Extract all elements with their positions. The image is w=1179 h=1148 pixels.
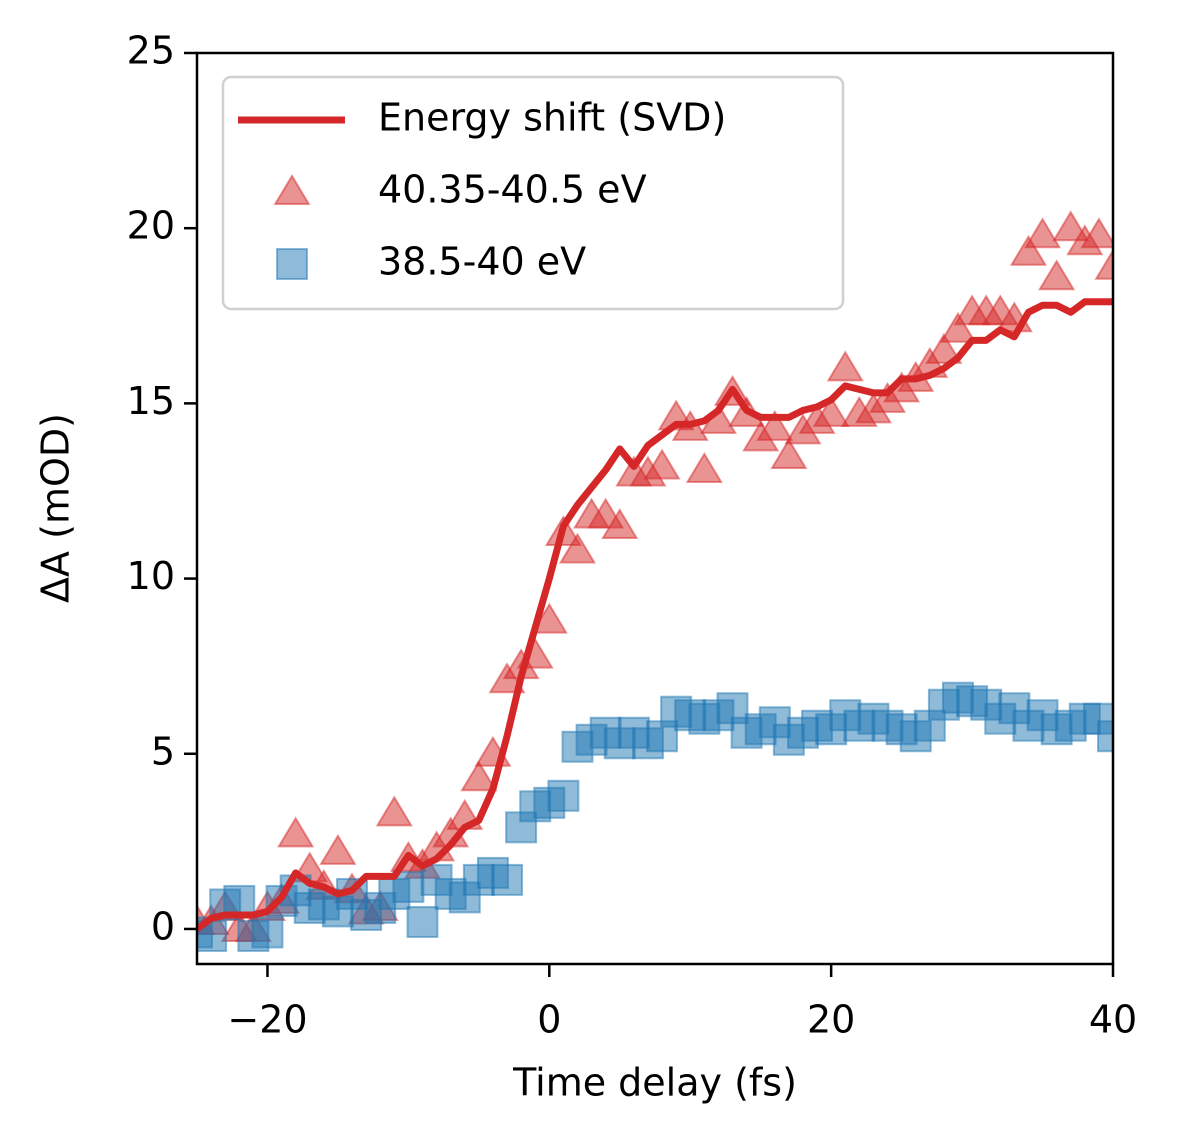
legend-label: Energy shift (SVD) xyxy=(378,96,726,140)
legend-label: 38.5-40 eV xyxy=(378,240,586,284)
x-tick-label: 0 xyxy=(537,998,561,1042)
triangle-marker xyxy=(925,332,963,364)
square-marker xyxy=(491,863,524,896)
y-tick-label: 25 xyxy=(127,29,175,73)
y-tick-label: 0 xyxy=(151,904,175,948)
triangle-marker xyxy=(1080,217,1113,249)
triangle-marker xyxy=(1052,210,1090,242)
triangle-marker xyxy=(1094,248,1113,280)
triangle-marker xyxy=(558,532,597,564)
x-axis-label: Time delay (fs) xyxy=(512,1061,797,1105)
legend-marker xyxy=(276,248,308,280)
series-line xyxy=(197,298,1113,932)
triangle-marker xyxy=(770,437,808,469)
legend-label: 40.35-40.5 eV xyxy=(378,168,647,212)
triangle-marker xyxy=(812,395,850,427)
triangle-marker xyxy=(1009,234,1048,266)
square-marker xyxy=(392,870,425,903)
triangle-marker xyxy=(277,816,315,848)
square-marker xyxy=(547,779,580,812)
triangle-marker xyxy=(756,409,794,441)
triangle-marker xyxy=(319,833,357,865)
square-marker xyxy=(1097,720,1113,753)
square-marker xyxy=(223,884,256,917)
triangle-marker xyxy=(643,448,681,480)
y-axis-label: ΔA (mOD) xyxy=(34,413,78,603)
triangle-marker xyxy=(826,350,864,382)
square-marker xyxy=(251,916,284,949)
triangle-marker xyxy=(1038,259,1076,291)
x-tick-label: −20 xyxy=(227,998,307,1042)
plot-area xyxy=(197,210,1113,952)
y-tick-label: 15 xyxy=(127,379,175,423)
triangle-marker xyxy=(460,760,498,792)
y-tick-label: 5 xyxy=(151,729,175,773)
triangle-marker xyxy=(685,452,723,483)
legend-box xyxy=(221,75,845,311)
triangle-marker xyxy=(601,508,639,540)
triangle-marker xyxy=(939,311,977,343)
triangle-marker xyxy=(375,795,413,827)
legend-marker xyxy=(273,174,311,205)
y-tick-label: 20 xyxy=(127,204,175,248)
legend: Energy shift (SVD) 40.35-40.5 eV 38.5-40 e… xyxy=(221,75,845,311)
x-tick-label: 40 xyxy=(1089,998,1137,1042)
triangle-marker xyxy=(1023,217,1062,249)
y-tick-label: 10 xyxy=(127,554,175,598)
axes-frame xyxy=(195,51,1115,966)
x-tick-label: 20 xyxy=(807,998,855,1042)
square-marker xyxy=(406,905,439,938)
